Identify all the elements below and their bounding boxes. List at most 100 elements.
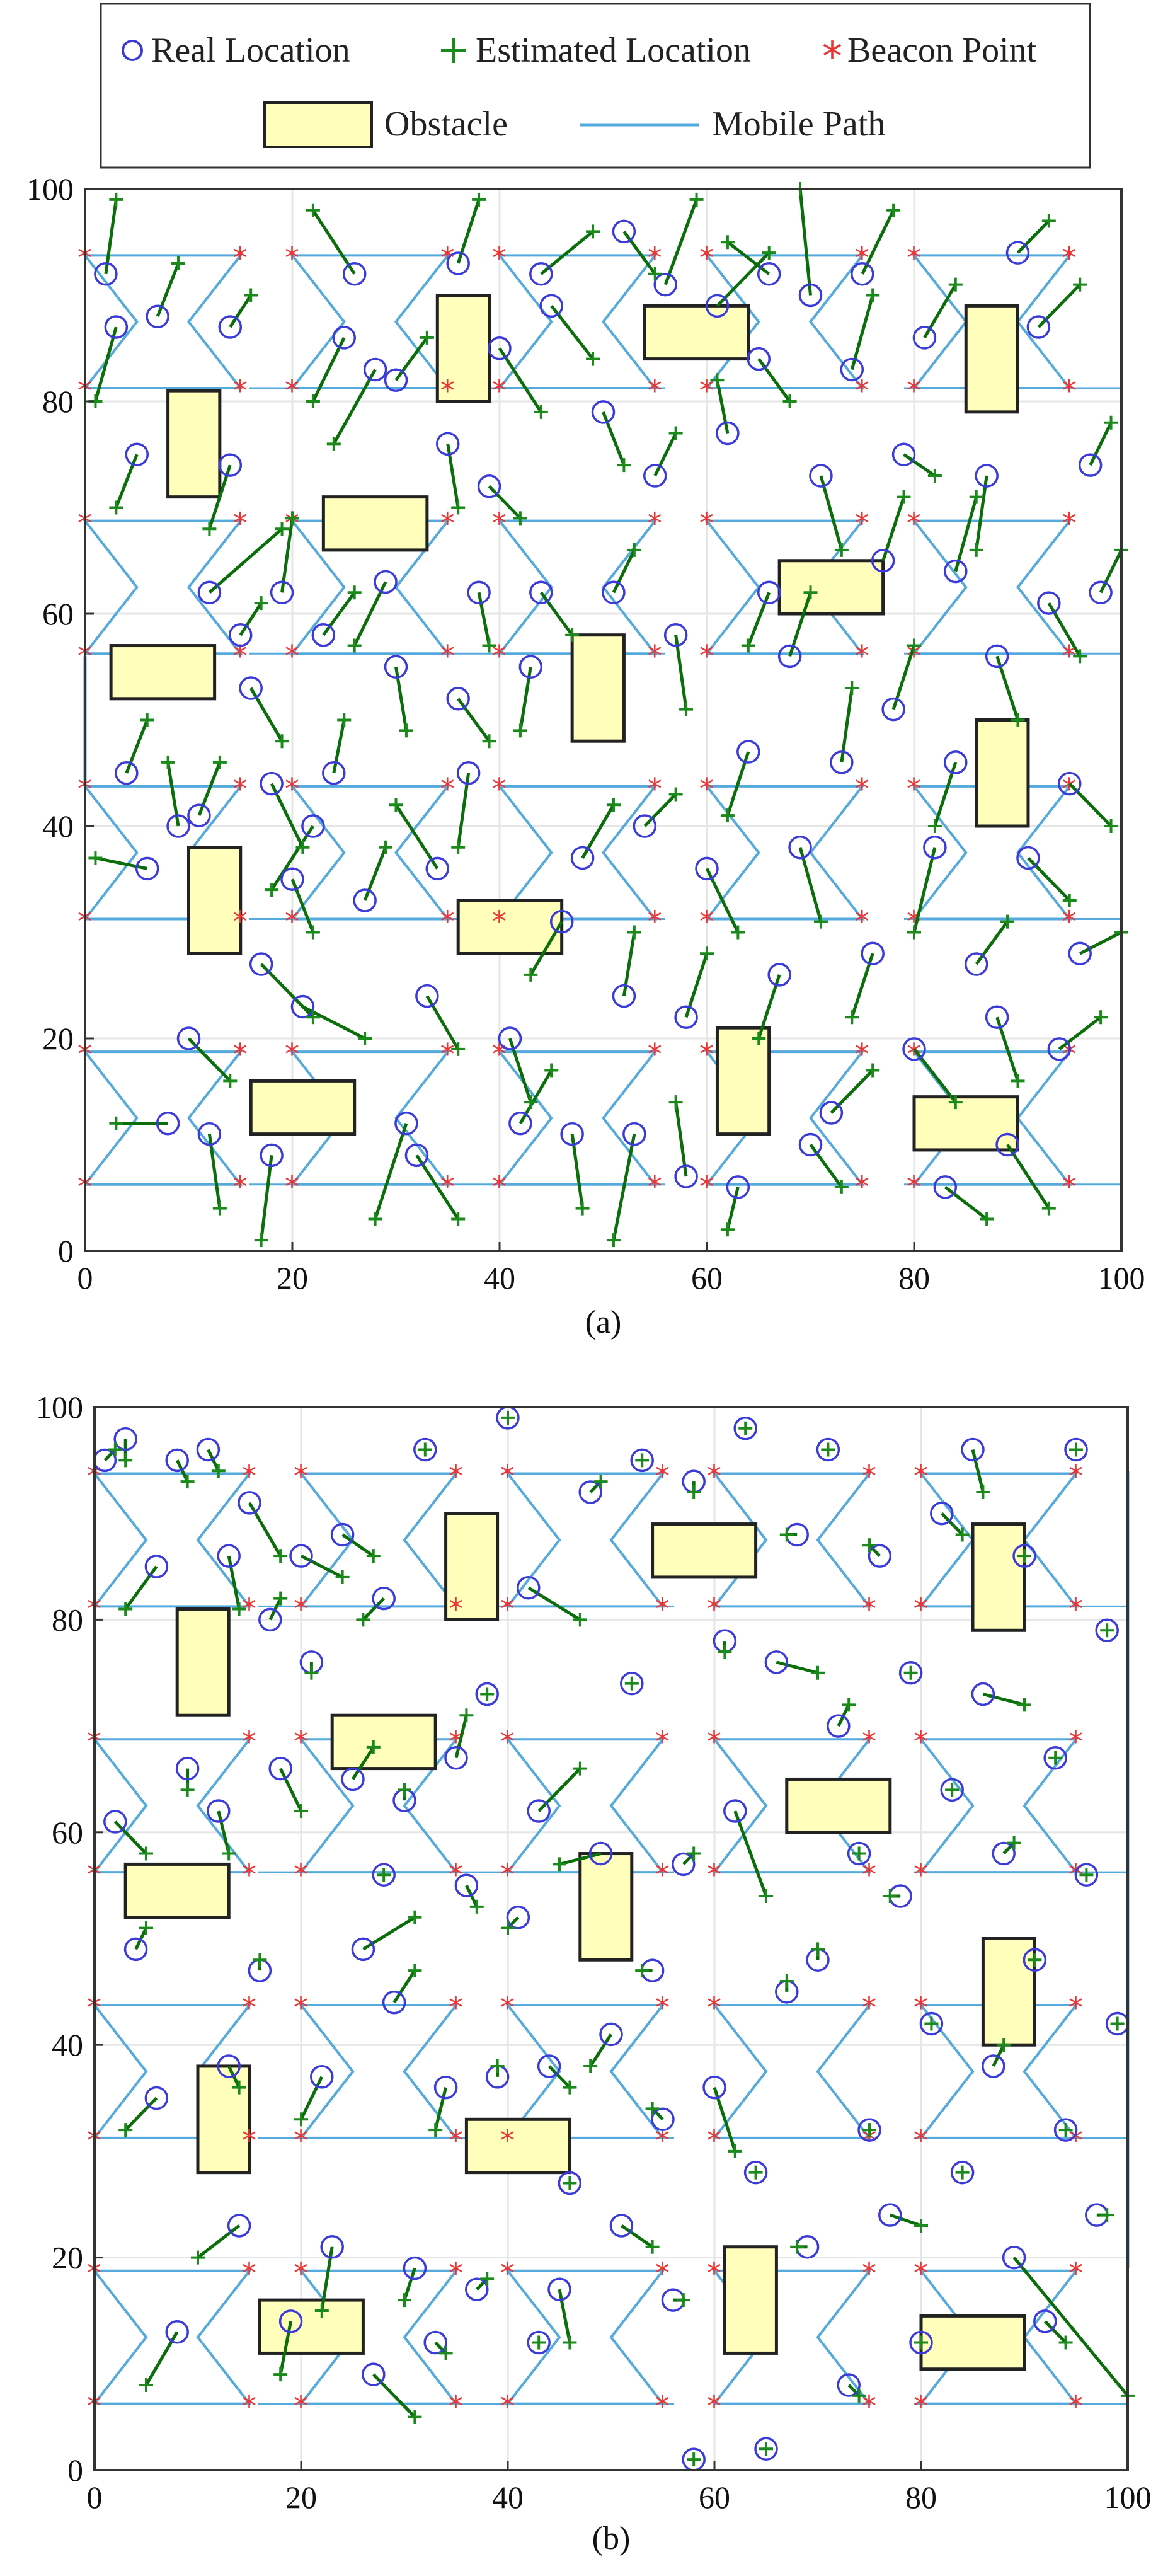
obstacle-label: Obstacle <box>384 105 508 144</box>
estimated-location <box>606 1233 621 1248</box>
estimated-location <box>1062 893 1077 907</box>
real-location <box>1095 1618 1119 1643</box>
real-location <box>166 814 190 838</box>
real-location <box>558 2171 582 2195</box>
beacon-point: * <box>1062 639 1077 673</box>
estimated-location <box>563 2080 577 2095</box>
error-line <box>757 358 791 403</box>
estimated-location <box>109 1116 123 1130</box>
real-location <box>891 442 916 466</box>
beacon-point: * <box>707 1459 721 1493</box>
estimated-location <box>710 373 725 388</box>
error-line <box>733 1810 768 1897</box>
obstacle <box>975 718 1030 828</box>
obstacle <box>330 1713 437 1771</box>
estimated-location <box>480 2272 495 2286</box>
obstacle <box>444 1512 500 1621</box>
beacon-point: * <box>907 639 921 673</box>
real-location <box>723 1799 747 1823</box>
estimated-location <box>212 1201 227 1216</box>
error-line <box>156 263 180 318</box>
error-line <box>798 847 823 923</box>
estimated-location <box>924 2016 939 2031</box>
real-location <box>578 1480 602 1504</box>
obstacle <box>321 495 429 552</box>
estimated-location <box>304 1665 319 1680</box>
error-line <box>868 1544 881 1557</box>
real-location <box>425 856 450 881</box>
beacon-point: * <box>492 772 507 806</box>
beacon-point: * <box>440 772 455 806</box>
estimated-location <box>1048 1751 1063 1765</box>
legend-real-location: Real Location <box>122 31 350 70</box>
real-location <box>1012 1544 1036 1568</box>
error-line <box>682 1852 695 1866</box>
x-tick-label: 80 <box>898 1260 930 1296</box>
estimated-location <box>586 224 600 239</box>
estimated-location <box>731 925 745 940</box>
estimated-location <box>762 246 776 260</box>
error-line <box>415 1154 460 1220</box>
estimated-location <box>480 1687 495 1701</box>
estimated-location <box>927 819 942 833</box>
obstacle <box>570 633 626 743</box>
beacon-point: * <box>655 1725 670 1759</box>
real-location <box>599 2022 623 2047</box>
error-line <box>134 1927 148 1950</box>
estimated-location <box>306 394 320 408</box>
estimated-location <box>275 734 289 749</box>
beacon-point: * <box>492 374 507 408</box>
real-location <box>363 357 387 382</box>
real-location <box>591 400 616 424</box>
estimated-location <box>648 267 662 281</box>
real-location <box>909 2330 933 2355</box>
beacon-point: * <box>914 2257 928 2291</box>
real-location <box>415 984 439 1008</box>
beacon-point: * <box>449 2389 463 2424</box>
real-location <box>197 1122 222 1146</box>
y-tick-label: 20 <box>52 2240 83 2275</box>
real-location <box>517 1576 541 1600</box>
error-line <box>456 773 471 848</box>
beacon-point: * <box>655 2257 670 2291</box>
estimated-location <box>741 638 755 653</box>
beacon-point: * <box>907 374 921 408</box>
real-location <box>196 1437 221 1462</box>
error-line <box>975 475 988 551</box>
estimated-location <box>948 1095 963 1110</box>
real-location <box>767 963 791 987</box>
error-line <box>95 856 148 870</box>
legend-estimated-location: Estimated Location <box>441 31 751 70</box>
real-location <box>695 856 719 881</box>
panel-caption: (a) <box>585 1304 622 1340</box>
estimated-location <box>451 1212 466 1226</box>
real-location <box>372 1586 396 1611</box>
beacon-point: * <box>285 1037 299 1071</box>
real-location <box>456 761 481 785</box>
estimated-location <box>314 2303 329 2318</box>
real-location <box>630 1448 654 1473</box>
beacon-point: * <box>294 1459 308 1493</box>
estimated-location <box>842 1698 856 1712</box>
estimated-location <box>897 490 911 504</box>
error-line <box>332 720 346 774</box>
beacon-point: * <box>855 1037 869 1071</box>
estimated-location <box>335 1570 350 1584</box>
real-location <box>726 1175 750 1199</box>
beacon-point: * <box>440 1170 455 1204</box>
real-location <box>508 1112 532 1136</box>
error-line <box>1012 2257 1129 2397</box>
real-location <box>218 315 243 339</box>
real-location <box>764 1650 789 1674</box>
error-line <box>115 454 139 509</box>
error-line <box>954 496 978 572</box>
beacon-point: * <box>907 772 921 806</box>
estimated-location <box>490 2059 505 2073</box>
real-location <box>819 1101 844 1125</box>
error-line <box>602 411 626 466</box>
beacon-point: * <box>862 1459 876 1493</box>
real-location <box>330 1522 355 1547</box>
real-location <box>1033 2309 1057 2333</box>
estimated-location <box>88 851 103 865</box>
beacon-point: * <box>862 2389 876 2424</box>
